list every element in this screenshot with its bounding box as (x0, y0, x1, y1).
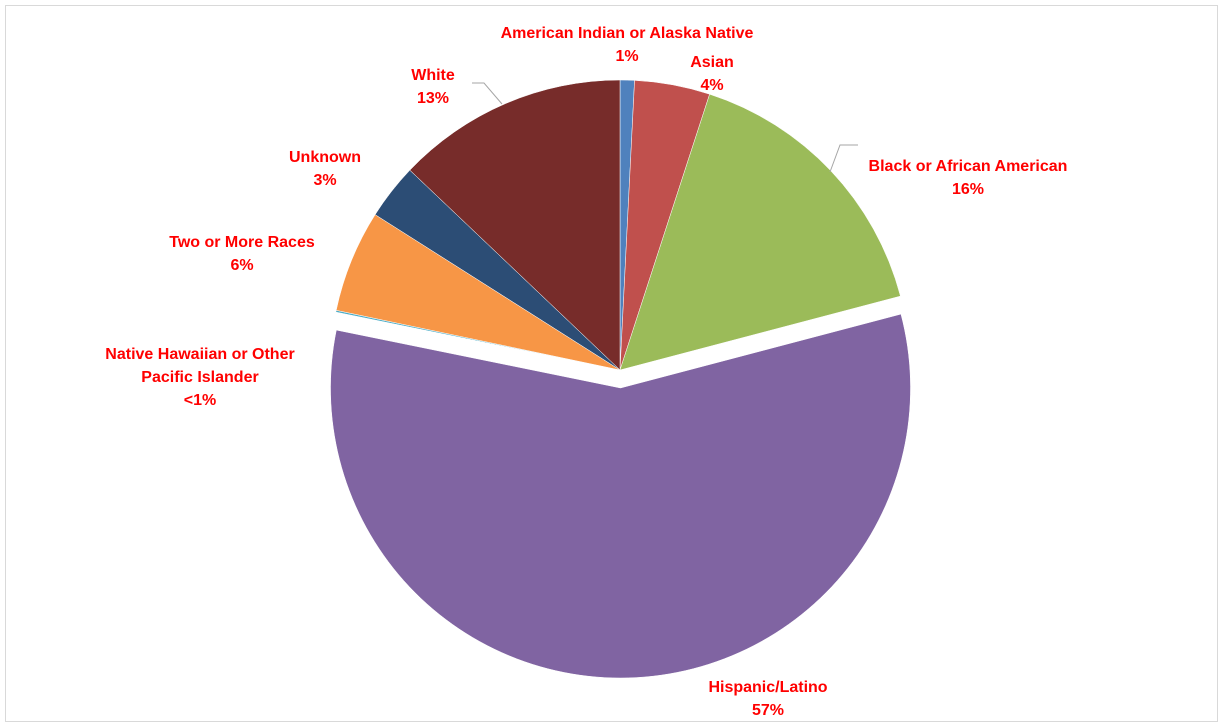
pie-slices (330, 79, 911, 679)
data-label-hispanic-latino: Hispanic/Latino 57% (708, 679, 827, 719)
leader-line-white (472, 82, 503, 105)
data-label-black-or-african-american: Black or African American 16% (869, 158, 1068, 198)
data-label-white: White 13% (411, 67, 455, 107)
pie-slice-white (409, 79, 621, 371)
data-labels: American Indian or Alaska Native 1% Asian 4… (105, 25, 1067, 719)
leader-lines (472, 82, 858, 173)
data-label-two-or-more-races: Two or More Races 6% (169, 234, 315, 274)
data-label-native-hawaiian-or-other-pacific-islander: Native Hawaiian or Other Pacific Islander… (105, 346, 294, 409)
data-label-asian: Asian 4% (690, 54, 734, 94)
pie-slice-hispanic-latino (330, 313, 911, 679)
leader-line-black-or-african-american (829, 144, 858, 173)
data-label-unknown: Unknown 3% (289, 149, 361, 189)
data-label-american-indian-or-alaska-native: American Indian or Alaska Native 1% (501, 25, 754, 65)
